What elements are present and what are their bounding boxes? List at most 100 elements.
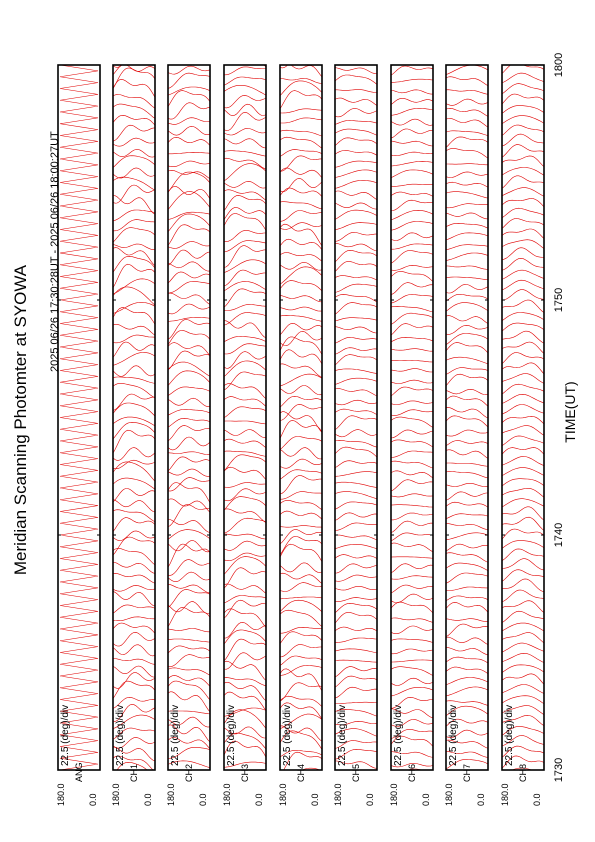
scan-trace — [168, 436, 210, 451]
scan-trace — [224, 76, 266, 86]
scan-trace — [113, 195, 155, 215]
scan-trace — [113, 334, 155, 344]
scan-trace — [391, 209, 433, 221]
scan-trace — [502, 600, 544, 613]
scan-trace — [335, 612, 377, 624]
scan-trace — [224, 726, 266, 739]
scan-trace — [335, 471, 377, 477]
scan-trace — [335, 108, 377, 118]
scan-trace — [502, 498, 544, 508]
scan-trace — [335, 368, 377, 374]
scan-trace — [168, 271, 210, 284]
scan-trace — [168, 645, 210, 654]
scan-trace — [168, 224, 210, 246]
scan-trace — [113, 573, 155, 584]
scan-trace — [113, 247, 155, 267]
scan-trace — [446, 602, 488, 613]
scan-trace — [446, 686, 488, 697]
scan-trace — [224, 95, 266, 109]
scan-trace — [280, 363, 322, 378]
scan-trace — [168, 241, 210, 249]
scan-trace — [502, 488, 544, 498]
scan-trace — [391, 719, 433, 727]
scan-trace — [168, 675, 210, 687]
scan-trace — [113, 78, 155, 98]
scan-trace — [502, 257, 544, 271]
scan-trace — [224, 85, 266, 96]
scan-trace — [335, 150, 377, 156]
scan-trace — [224, 128, 266, 136]
scan-trace — [335, 446, 377, 458]
scan-trace — [502, 207, 544, 219]
scan-trace — [335, 399, 377, 406]
scan-trace — [168, 417, 210, 428]
scan-trace — [280, 525, 322, 528]
scan-trace — [335, 74, 377, 85]
scan-trace — [391, 312, 433, 325]
scan-trace — [335, 501, 377, 510]
scan-trace — [446, 367, 488, 375]
scan-trace — [446, 342, 488, 354]
traces — [280, 65, 322, 770]
scan-trace — [446, 98, 488, 106]
scan-trace — [391, 140, 433, 147]
scan-trace — [446, 222, 488, 229]
scan-trace — [502, 415, 544, 425]
scan-trace — [446, 356, 488, 365]
scan-trace — [502, 735, 544, 747]
scan-trace — [502, 578, 544, 593]
scan-trace — [391, 323, 433, 336]
scan-trace — [502, 569, 544, 582]
scan-trace — [446, 677, 488, 686]
scan-trace — [224, 707, 266, 717]
scan-trace — [391, 666, 433, 676]
scan-trace — [502, 187, 544, 197]
scan-trace — [224, 195, 266, 212]
scan-trace — [280, 336, 322, 355]
scan-trace — [224, 288, 266, 308]
scan-trace — [224, 621, 266, 639]
scan-trace — [391, 386, 433, 397]
scan-trace — [280, 713, 322, 729]
scan-trace — [224, 240, 266, 253]
scan-trace — [113, 114, 155, 126]
scan-trace — [113, 255, 155, 273]
scan-trace — [335, 294, 377, 303]
scan-trace — [168, 292, 210, 305]
scan-trace — [335, 128, 377, 136]
scan-trace — [335, 347, 377, 355]
scan-trace — [391, 191, 433, 197]
scan-trace — [391, 556, 433, 559]
scan-trace — [113, 530, 155, 541]
scan-trace — [280, 404, 322, 421]
scan-trace — [446, 58, 488, 63]
panel-label: CH3 — [240, 764, 250, 782]
scan-trace — [224, 540, 266, 551]
panel-frame — [390, 64, 434, 771]
scan-trace — [446, 562, 488, 571]
scan-trace — [446, 252, 488, 261]
scan-trace — [168, 171, 210, 193]
traces — [113, 65, 155, 770]
scan-trace — [391, 751, 433, 758]
panel-frame — [501, 64, 545, 771]
scan-trace — [168, 628, 210, 633]
y-tick-label: 180.0 — [278, 783, 288, 806]
scan-trace — [335, 522, 377, 531]
scan-trace — [502, 133, 544, 147]
scan-trace — [391, 118, 433, 126]
scan-trace — [113, 209, 155, 222]
scan-trace — [335, 491, 377, 499]
scan-trace — [335, 534, 377, 541]
scan-trace — [168, 65, 210, 75]
scan-trace — [113, 585, 155, 592]
scan-trace — [224, 103, 266, 117]
scan-trace — [113, 421, 155, 440]
scan-trace — [113, 755, 154, 770]
scan-trace — [280, 314, 322, 322]
scan-trace — [335, 748, 377, 760]
scan-trace — [391, 128, 433, 139]
y-tick-label: 180.0 — [222, 783, 232, 806]
scan-trace — [280, 750, 322, 758]
scan-trace — [446, 729, 488, 739]
